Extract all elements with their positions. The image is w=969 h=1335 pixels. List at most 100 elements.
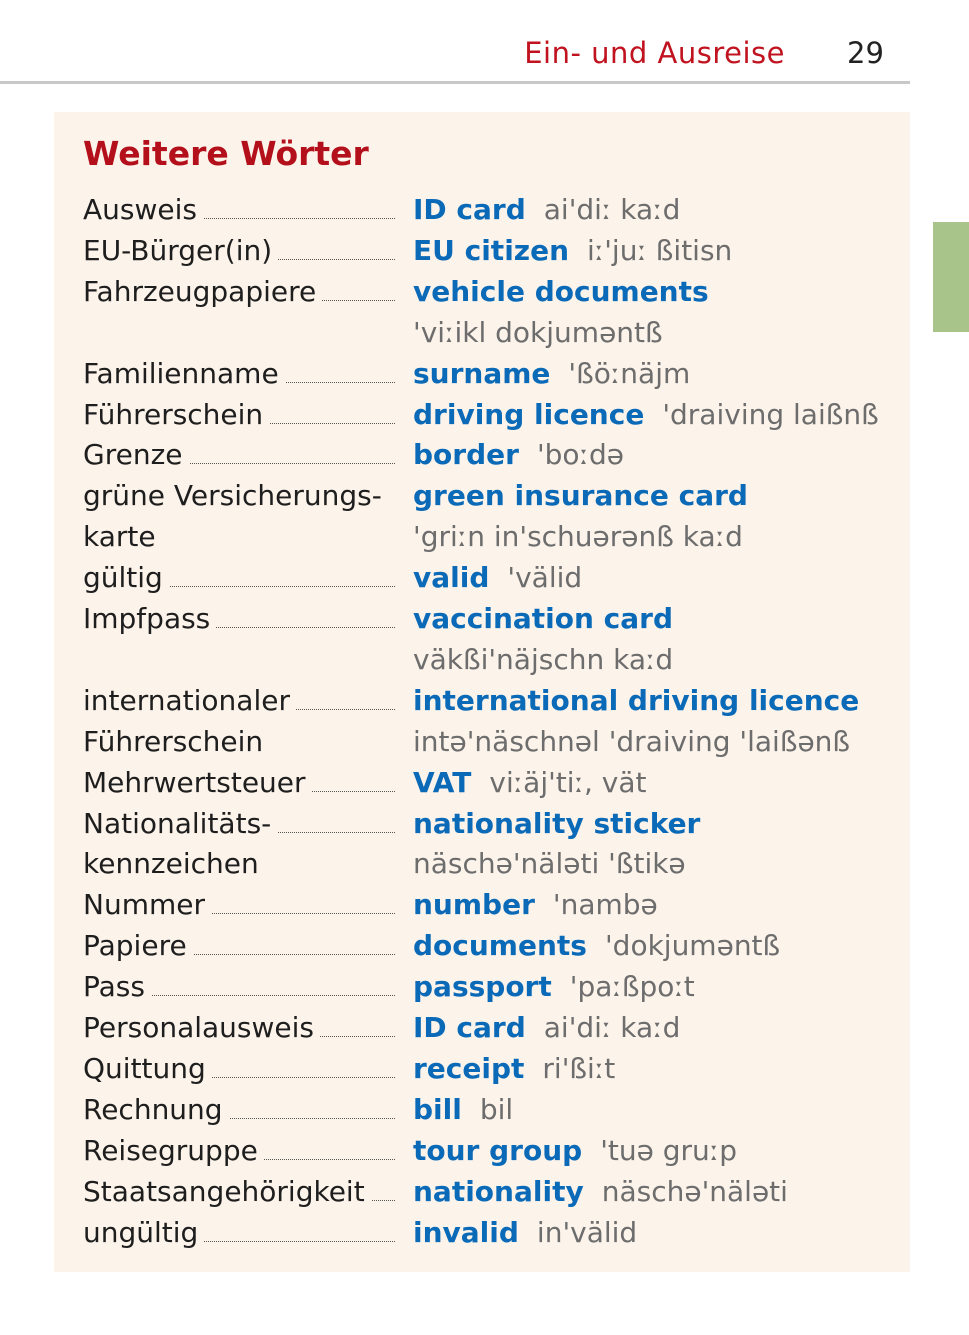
pronunciation: intə'näschnəl 'draiving 'laißənß xyxy=(413,724,851,758)
pronunciation: väkßi'näjschn kaːd xyxy=(413,642,674,676)
english-entry: EU citizen iː'juː ßitisn xyxy=(413,230,732,271)
page-number: 29 xyxy=(847,36,884,70)
chapter-tab-marker xyxy=(933,222,969,332)
pronunciation: iː'juː ßitisn xyxy=(587,233,733,267)
english-term: invalid xyxy=(413,1215,519,1249)
vocab-line: gültig valid 'välid xyxy=(0,557,910,599)
english-entry: valid 'välid xyxy=(413,557,582,598)
header-rule xyxy=(0,81,910,84)
pronunciation: 'draiving laißnß xyxy=(662,397,879,431)
english-term: driving licence xyxy=(413,397,645,431)
vocab-line: karte 'griːn in'schuərənß kaːd xyxy=(0,516,910,558)
vocab-line: Ausweis ID card ai'diː kaːd xyxy=(0,189,910,230)
vocab-line: ungültig invalid in'välid xyxy=(0,1211,910,1253)
english-term: ID card xyxy=(413,1011,526,1044)
english-term: surname xyxy=(413,356,551,390)
vocab-line: internationaler international driving lic… xyxy=(0,679,910,721)
dotted-leader xyxy=(90,1240,395,1242)
pronunciation: 'nambə xyxy=(552,888,658,922)
vocab-line: Reisegruppe tour group 'tuə gruːp xyxy=(0,1129,910,1171)
english-entry: nationality sticker xyxy=(413,803,700,844)
english-term: number xyxy=(413,888,535,922)
dotted-leader xyxy=(90,913,395,915)
english-term: vaccination card xyxy=(413,602,674,635)
pronunciation: 'tuə gruːp xyxy=(600,1133,737,1167)
english-term: tour group xyxy=(413,1133,583,1167)
english-entry: tour group 'tuə gruːp xyxy=(413,1130,737,1171)
vocab-line: Grenze border 'boːdə xyxy=(0,434,910,476)
german-word: Pass xyxy=(83,966,151,1008)
english-entry: ID card ai'diː kaːd xyxy=(413,189,680,230)
german-word: Führerschein xyxy=(83,393,270,435)
english-entry: 'viːikl dokjuməntß xyxy=(413,312,663,353)
english-term: ID card xyxy=(413,193,526,226)
pronunciation: näschə'näləti 'ßtikə xyxy=(413,847,686,881)
pronunciation: 'boːdə xyxy=(536,438,624,472)
english-term: nationality xyxy=(413,1174,584,1208)
english-entry: vaccination card xyxy=(413,598,673,639)
german-word: Führerschein xyxy=(83,720,270,762)
vocab-line: Nationalitäts-nationality sticker xyxy=(0,802,910,844)
german-word: Familienname xyxy=(83,352,285,394)
english-term: passport xyxy=(413,970,552,1004)
dotted-leader xyxy=(90,627,395,628)
box-title: Weitere Wörter xyxy=(83,134,369,173)
german-word: Ausweis xyxy=(83,189,203,230)
german-word: Personalausweis xyxy=(83,1007,321,1048)
vocab-line: Mehrwertsteuer VAT viːäj'tiː, vät xyxy=(0,761,910,803)
pronunciation: ri'ßiːt xyxy=(542,1051,616,1085)
vocab-line: Pass passport 'paːßpoːt xyxy=(0,966,910,1008)
english-entry: passport 'paːßpoːt xyxy=(413,966,695,1007)
vocab-line: Rechnung bill bil xyxy=(0,1088,910,1130)
german-word: Fahrzeugpapiere xyxy=(83,270,323,312)
german-word: Nationalitäts- xyxy=(83,802,278,844)
section-title: Ein- und Ausreise xyxy=(524,36,785,70)
english-entry: receipt ri'ßiːt xyxy=(413,1048,615,1089)
vocab-line: kennzeichen näschə'näləti 'ßtikə xyxy=(0,843,910,885)
vocab-line: Nummer number 'nambə xyxy=(0,884,910,926)
german-word: grüne Versicherungs- xyxy=(83,475,388,517)
english-entry: väkßi'näjschn kaːd xyxy=(413,639,673,680)
vocab-line: Führerschein driving licence 'draiving lai… xyxy=(0,393,910,435)
dotted-leader xyxy=(90,995,395,997)
english-entry: nationality näschə'näləti xyxy=(413,1171,788,1212)
english-term: international driving licence xyxy=(413,683,860,717)
pronunciation: näschə'näləti xyxy=(601,1174,788,1208)
german-word: Mehrwertsteuer xyxy=(83,761,312,803)
english-entry: vehicle documents xyxy=(413,271,709,312)
vocab-line: väkßi'näjschn kaːd xyxy=(0,639,910,680)
vocab-line: Impfpass vaccination card xyxy=(0,598,910,639)
dotted-leader xyxy=(90,1076,395,1078)
german-word: internationaler xyxy=(83,679,296,721)
vocab-line: EU-Bürger(in) EU citizen iː'juː ßitisn xyxy=(0,229,910,271)
pronunciation: viːäj'tiː, vät xyxy=(489,765,647,799)
german-word: ungültig xyxy=(83,1211,205,1253)
english-term: green insurance card xyxy=(413,479,748,513)
dotted-leader xyxy=(90,463,395,465)
vocab-line: 'viːikl dokjuməntß xyxy=(0,312,910,353)
english-entry: surname 'ßöːnäjm xyxy=(413,353,690,394)
english-term: VAT xyxy=(413,765,472,799)
english-term: EU citizen xyxy=(413,233,570,267)
german-word: Reisegruppe xyxy=(83,1129,264,1171)
english-term: receipt xyxy=(413,1051,525,1085)
german-word: Rechnung xyxy=(83,1088,229,1130)
dotted-leader xyxy=(90,218,395,219)
english-entry: documents 'dokjuməntß xyxy=(413,925,780,966)
pronunciation: 'ßöːnäjm xyxy=(568,356,691,390)
english-term: border xyxy=(413,438,519,472)
german-word: gültig xyxy=(83,557,169,599)
german-word: Impfpass xyxy=(83,598,217,639)
german-word: kennzeichen xyxy=(83,843,265,885)
pronunciation: in'välid xyxy=(536,1215,638,1249)
german-word: Staatsangehörigkeit xyxy=(83,1170,371,1212)
pronunciation: 'griːn in'schuərənß kaːd xyxy=(413,520,743,554)
vocab-line: grüne Versicherungs-green insurance card xyxy=(0,475,910,517)
english-entry: näschə'näləti 'ßtikə xyxy=(413,843,686,884)
pronunciation: 'paːßpoːt xyxy=(569,970,695,1004)
vocab-line: Familienname surname 'ßöːnäjm xyxy=(0,352,910,394)
german-word: karte xyxy=(83,516,162,558)
english-term: bill xyxy=(413,1092,462,1126)
pronunciation: bil xyxy=(479,1092,514,1126)
vocab-line: Staatsangehörigkeit nationality näschə'näl… xyxy=(0,1170,910,1212)
